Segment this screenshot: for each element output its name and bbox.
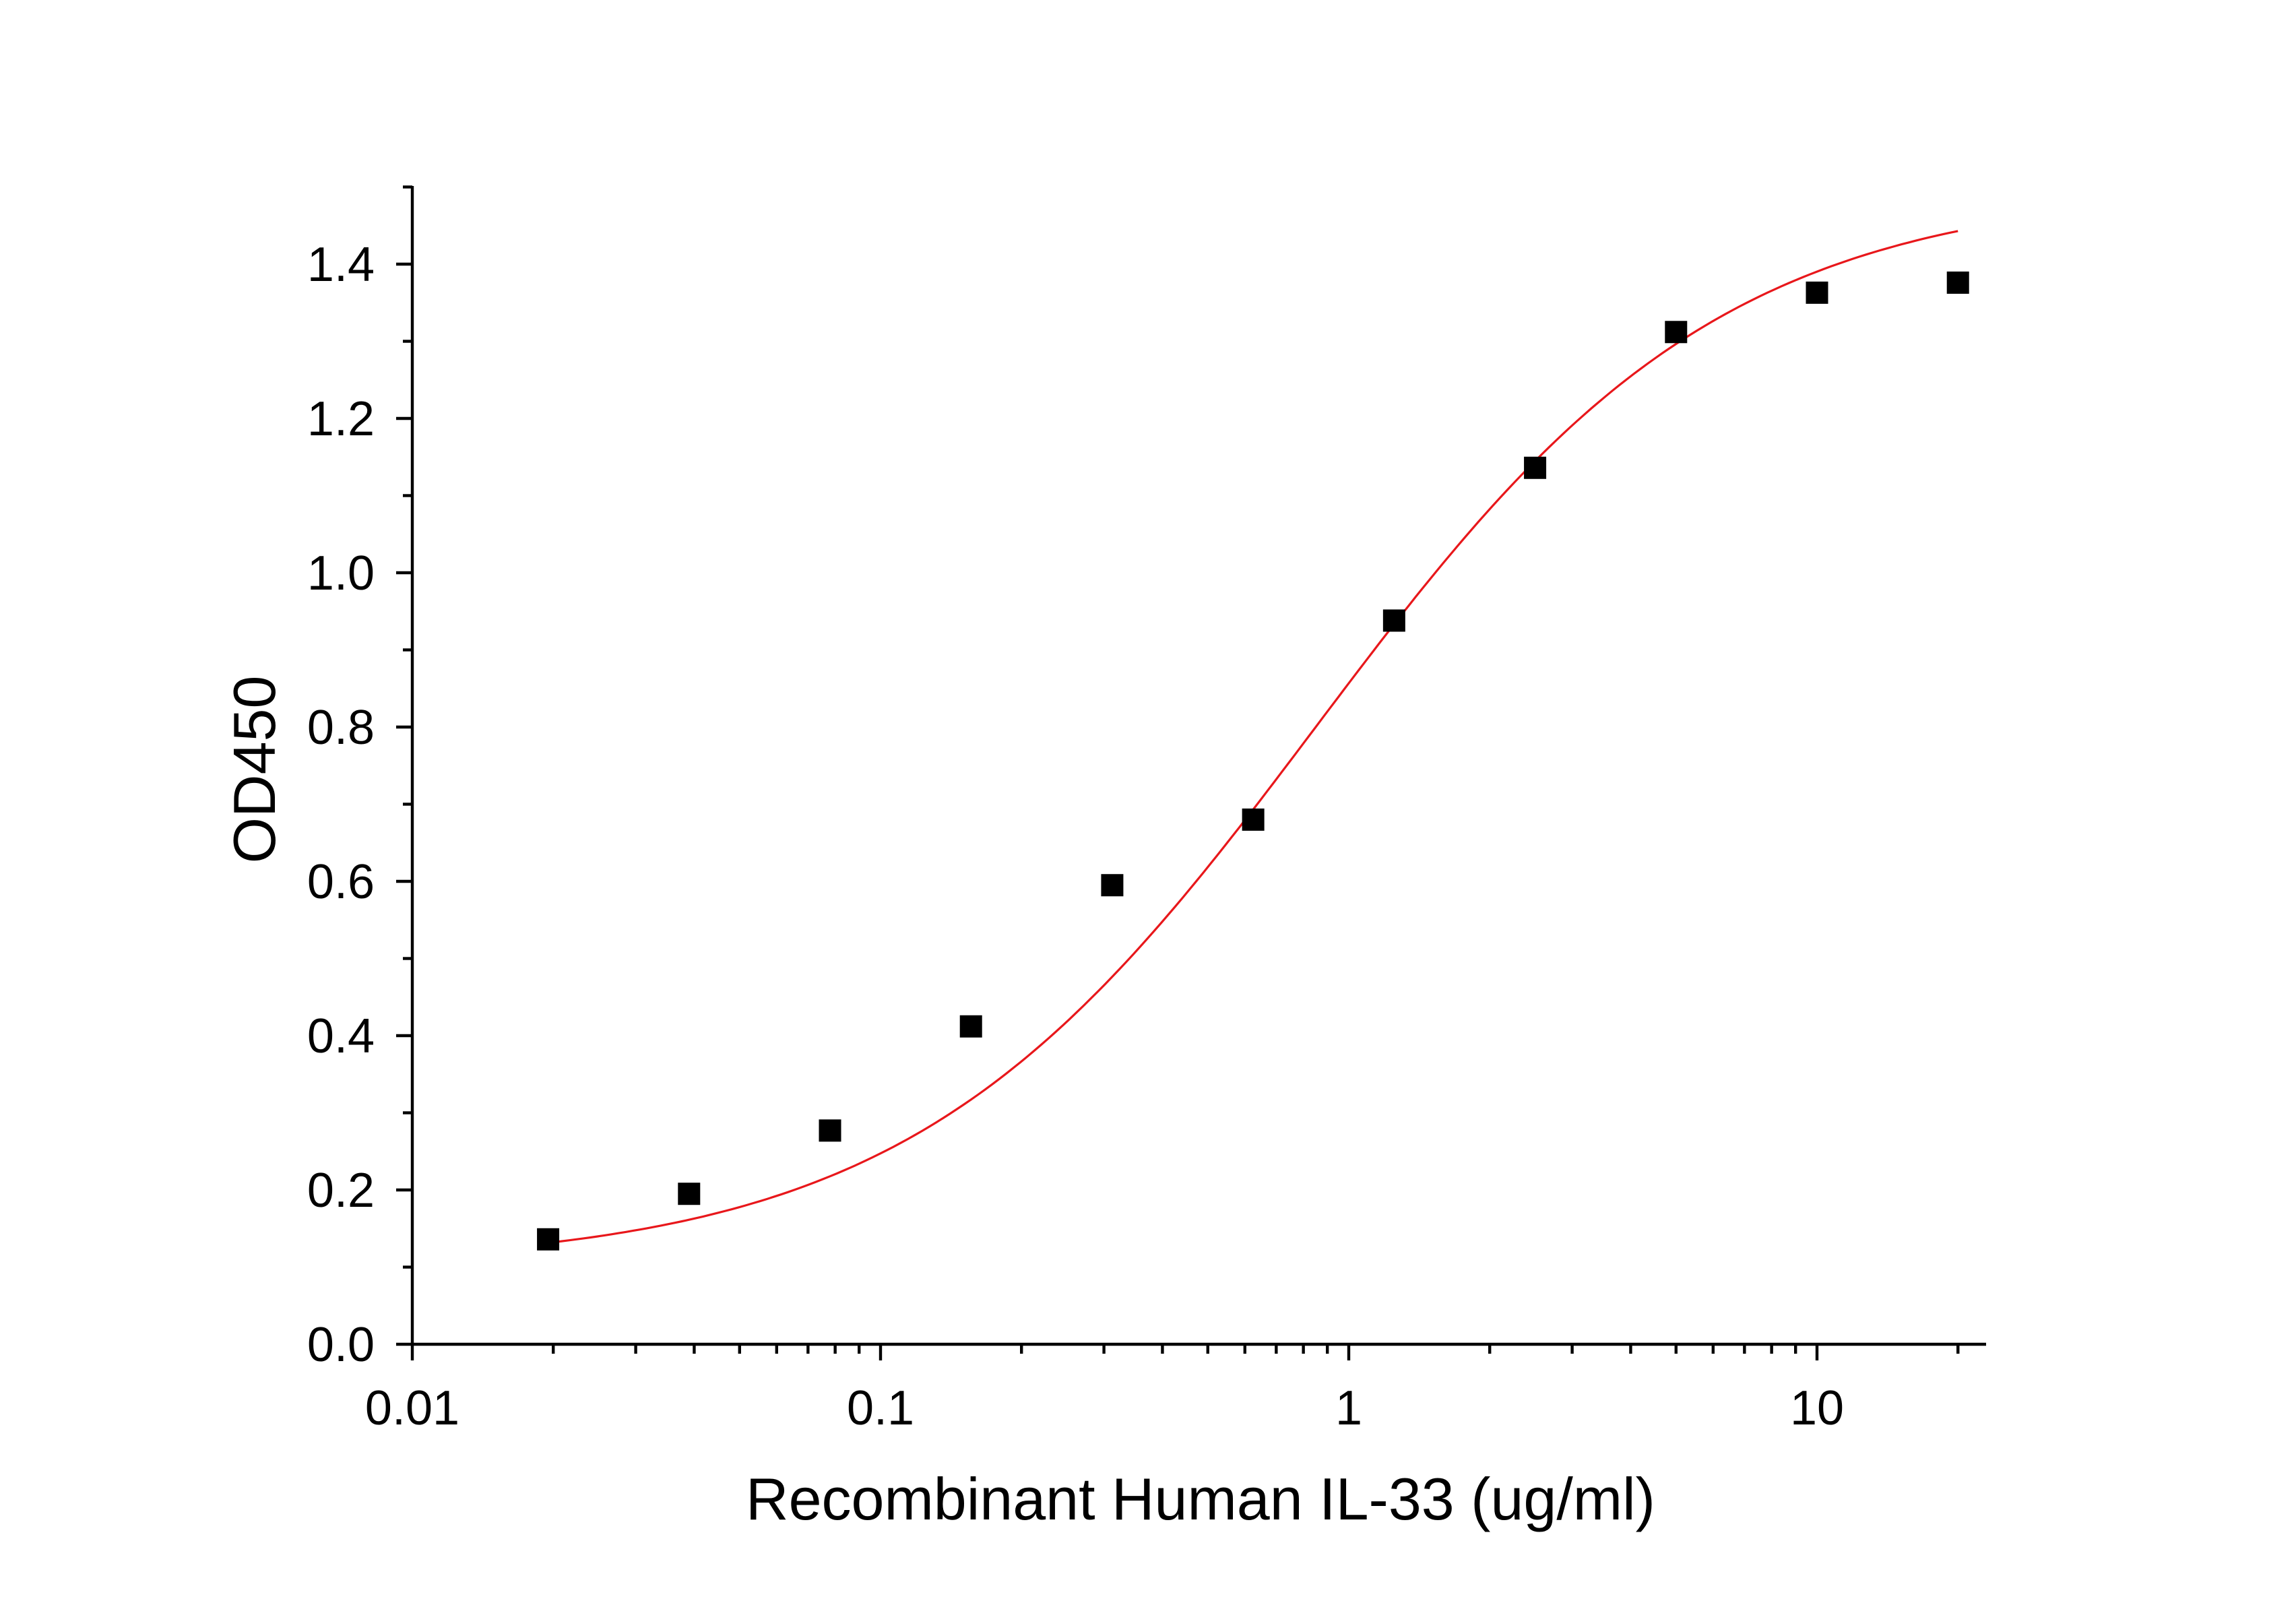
data-point <box>1382 609 1405 632</box>
y-tick-label: 0.4 <box>307 1009 375 1063</box>
fit-curve <box>548 230 1958 1245</box>
x-tick-label: 10 <box>1790 1381 1844 1435</box>
x-tick-label: 0.01 <box>365 1381 459 1435</box>
y-tick-label: 0.2 <box>307 1164 375 1218</box>
data-point <box>1665 321 1688 344</box>
x-tick-label: 1 <box>1335 1381 1362 1435</box>
data-point <box>537 1228 560 1251</box>
data-point <box>678 1183 701 1205</box>
y-tick-label: 1.4 <box>307 238 375 292</box>
y-tick-label: 0.6 <box>307 855 375 909</box>
data-point <box>1101 874 1124 897</box>
y-ticks <box>396 185 412 1346</box>
x-axis-title: Recombinant Human IL-33 (ug/ml) <box>746 1466 1655 1532</box>
data-point <box>959 1015 982 1038</box>
y-tick-label: 0.8 <box>307 701 375 755</box>
data-point <box>1524 456 1547 479</box>
x-tick-label: 0.1 <box>847 1381 914 1435</box>
data-point <box>819 1119 841 1142</box>
y-tick-label: 0.0 <box>307 1318 375 1372</box>
x-tick-labels: 0.01 0.1 1 10 <box>365 1381 1844 1435</box>
y-tick-labels: 0.0 0.2 0.4 0.6 0.8 1.0 1.2 1.4 <box>307 238 375 1372</box>
data-point <box>1806 281 1828 304</box>
y-tick-label: 1.0 <box>307 546 375 600</box>
data-points <box>537 271 1969 1251</box>
y-axis-title: OD450 <box>221 676 288 864</box>
data-point <box>1946 271 1969 294</box>
plot-area <box>537 230 1969 1251</box>
data-point <box>1242 808 1265 831</box>
x-ticks <box>410 1344 1960 1360</box>
y-tick-label: 1.2 <box>307 392 375 446</box>
